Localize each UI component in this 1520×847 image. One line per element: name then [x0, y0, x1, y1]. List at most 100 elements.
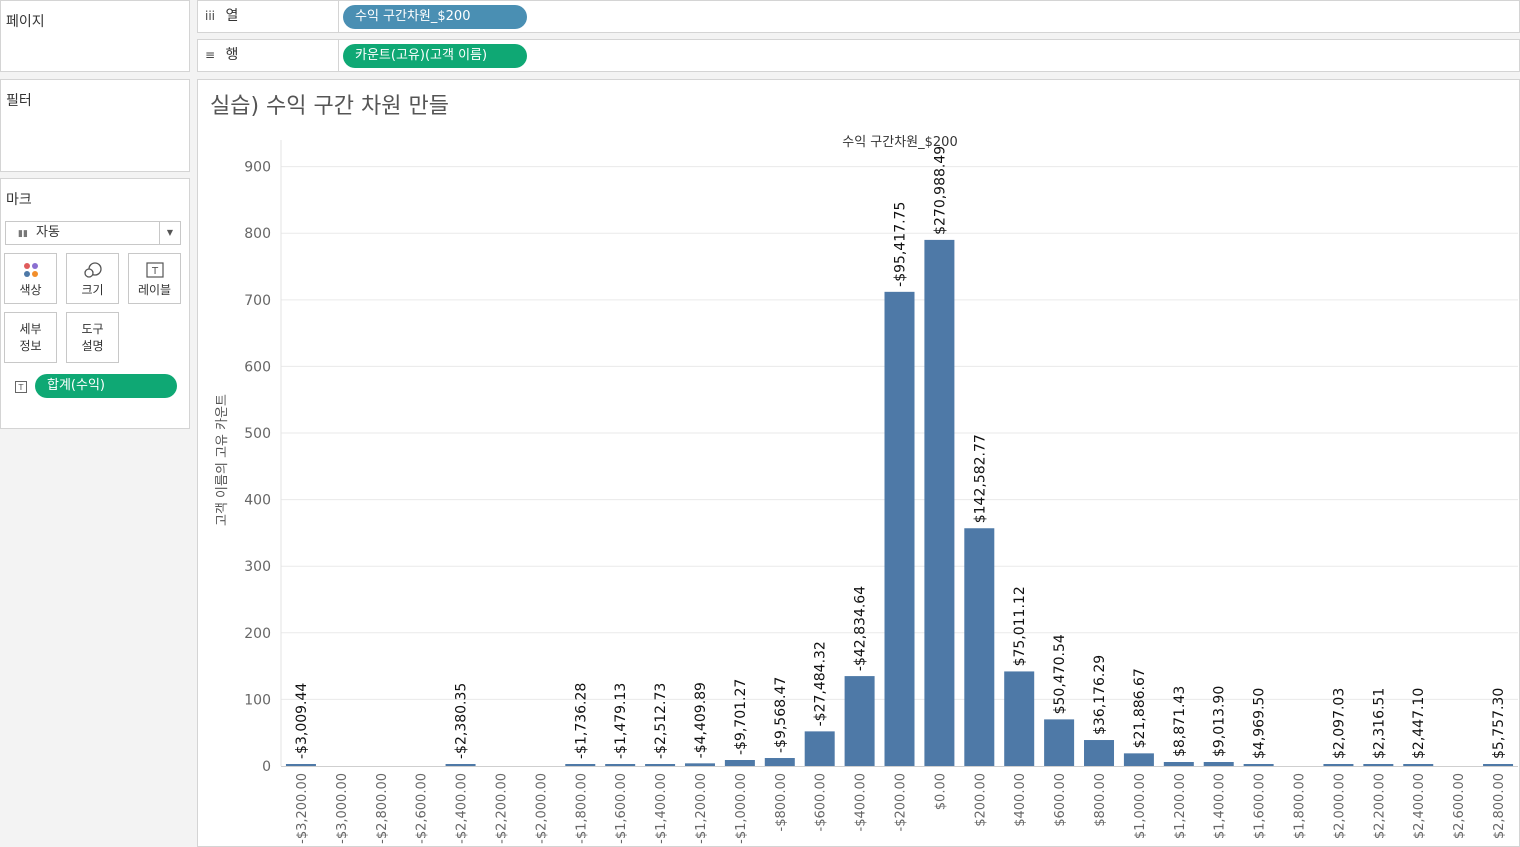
bar-value-label: -$2,512.73 — [653, 683, 669, 759]
bar — [1323, 764, 1354, 766]
bar — [1163, 762, 1194, 766]
filters-shelf[interactable]: 필터 — [0, 79, 190, 172]
y-tick-label: 600 — [244, 359, 271, 375]
bar — [684, 763, 715, 766]
x-tick-label: $2,600.00 — [1452, 773, 1467, 839]
bar-value-label: $2,316.51 — [1371, 688, 1387, 759]
svg-text:T: T — [150, 266, 158, 277]
bar — [1363, 764, 1394, 766]
x-tick-label: -$2,600.00 — [415, 773, 430, 844]
x-tick-label: -$3,000.00 — [335, 773, 350, 844]
bar — [445, 764, 476, 766]
size-button[interactable]: 크기 — [66, 253, 119, 304]
y-tick-label: 100 — [244, 692, 271, 708]
mark-type-value: 자동 — [36, 225, 60, 240]
x-tick-label: $400.00 — [1013, 773, 1028, 827]
columns-label: 열 — [225, 8, 239, 24]
text-label-icon: T — [145, 262, 164, 278]
bar — [964, 528, 995, 766]
y-tick-label: 900 — [244, 160, 271, 176]
chart-title: 수익 구간차원_$200 — [842, 135, 957, 150]
label-button[interactable]: T 레이블 — [128, 253, 181, 304]
x-axis-ticks: -$3,200.00 -$3,000.00 -$2,800.00 -$2,600.00… — [295, 773, 1507, 844]
bar-value-label: -$3,009.44 — [294, 683, 310, 759]
bar-labels: -$3,009.44 -$2,380.35 -$1,736.28 -$1,479.13… — [294, 146, 1507, 759]
x-tick-label: -$400.00 — [854, 773, 869, 831]
bar-value-label: -$2,380.35 — [454, 683, 470, 759]
bar-value-label: -$9,568.47 — [773, 677, 789, 753]
x-tick-label: $2,400.00 — [1412, 773, 1427, 839]
tooltip-button-line2: 설명 — [81, 339, 104, 353]
x-tick-label: $0.00 — [933, 773, 948, 810]
columns-shelf[interactable]: iii 열 수익 구간차원_$200 — [197, 0, 1520, 33]
rows-icon: ≡ — [205, 48, 216, 62]
mark-type-dropdown[interactable]: ▮▮ 자동 ▼ — [5, 221, 181, 245]
x-tick-label: -$2,200.00 — [494, 773, 509, 844]
bar-value-label: -$42,834.64 — [853, 586, 869, 671]
bar — [724, 760, 755, 766]
rows-pill[interactable]: 카운트(고유)(고객 이름) — [343, 44, 527, 68]
x-tick-label: -$2,400.00 — [455, 773, 470, 844]
pages-shelf[interactable]: 페이지 — [0, 0, 190, 72]
bar-value-label: $5,757.30 — [1491, 688, 1507, 759]
rows-shelf[interactable]: ≡ 행 카운트(고유)(고객 이름) — [197, 39, 1520, 72]
bar-chart: 수익 구간차원_$200 고객 이름의 고유 카운트 0 100 200 300 400… — [215, 135, 1518, 844]
bar-value-label: $75,011.12 — [1012, 586, 1028, 666]
bar — [1403, 764, 1434, 766]
bar-value-label: -$95,417.75 — [893, 202, 909, 287]
x-tick-label: -$800.00 — [774, 773, 789, 831]
bar — [605, 764, 636, 766]
color-button-label: 색상 — [19, 283, 42, 297]
detail-button-line2: 정보 — [19, 339, 42, 353]
text-label-icon: T — [15, 381, 27, 393]
x-tick-label: -$1,200.00 — [694, 773, 709, 844]
bar-value-label: $2,097.03 — [1331, 688, 1347, 759]
columns-pill[interactable]: 수익 구간차원_$200 — [343, 5, 527, 29]
bar-value-label: $142,582.77 — [972, 434, 988, 523]
color-button[interactable]: 색상 — [4, 253, 57, 304]
bar — [1483, 764, 1514, 766]
y-tick-label: 800 — [244, 226, 271, 242]
chevron-down-icon[interactable]: ▼ — [159, 222, 180, 244]
bar — [884, 291, 915, 766]
y-tick-label: 300 — [244, 559, 271, 575]
bar-value-label: -$27,484.32 — [813, 641, 829, 726]
tooltip-button-label: 도구 설명 — [67, 321, 118, 355]
x-tick-label: $1,200.00 — [1173, 773, 1188, 839]
bar — [764, 758, 795, 766]
bar-value-label: -$1,479.13 — [613, 683, 629, 759]
bar-value-label: $8,871.43 — [1172, 686, 1188, 757]
bar — [844, 676, 875, 766]
bar — [285, 764, 316, 766]
bar — [1084, 740, 1115, 766]
x-tick-label: $1,000.00 — [1133, 773, 1148, 839]
x-tick-label: $1,800.00 — [1293, 773, 1308, 839]
bar — [804, 731, 835, 766]
columns-icon: iii — [205, 9, 216, 23]
x-tick-label: $1,400.00 — [1213, 773, 1228, 839]
bar — [1203, 762, 1234, 766]
x-tick-label: $600.00 — [1053, 773, 1068, 827]
bar-value-label: $2,447.10 — [1411, 688, 1427, 759]
size-icon — [83, 262, 102, 278]
y-axis-title: 고객 이름의 고유 카운트 — [215, 394, 230, 526]
pages-shelf-title: 페이지 — [6, 14, 45, 30]
detail-button[interactable]: 세부 정보 — [4, 312, 57, 363]
x-tick-label: $2,200.00 — [1372, 773, 1387, 839]
x-tick-label: -$2,800.00 — [375, 773, 390, 844]
tooltip-button[interactable]: 도구 설명 — [66, 312, 119, 363]
bar-value-label: $4,969.50 — [1252, 688, 1268, 759]
tooltip-button-line1: 도구 — [81, 322, 104, 336]
detail-button-line1: 세부 — [19, 322, 42, 336]
bar-value-label: $36,176.29 — [1092, 655, 1108, 735]
detail-button-label: 세부 정보 — [5, 321, 56, 355]
x-tick-label: -$200.00 — [894, 773, 909, 831]
x-tick-label: $2,000.00 — [1332, 773, 1347, 839]
y-tick-label: 700 — [244, 293, 271, 309]
x-tick-label: -$1,400.00 — [654, 773, 669, 844]
x-tick-label: $1,600.00 — [1253, 773, 1268, 839]
label-pill[interactable]: 합계(수익) — [35, 374, 177, 398]
sheet-title: 실습) 수익 구간 차원 만들 — [210, 94, 449, 119]
bar-value-label: $9,013.90 — [1212, 686, 1228, 757]
bar — [565, 764, 596, 766]
